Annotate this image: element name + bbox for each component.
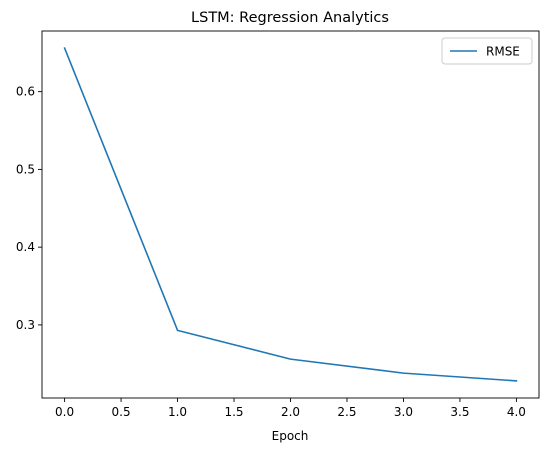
x-axis-label: Epoch [272,429,309,443]
x-tick-label: 0.0 [55,405,74,419]
legend-label-rmse: RMSE [486,45,520,59]
legend: RMSE [441,37,533,65]
series-line-rmse [63,47,518,382]
x-tick-label: 4.0 [507,405,526,419]
legend-box [441,37,533,65]
series-layer [63,47,518,382]
y-tick-label: 0.4 [16,240,35,254]
x-tick-label: 1.0 [168,405,187,419]
y-tick-label: 0.5 [16,162,35,176]
x-axis-ticks: 0.0 0.5 1.0 1.5 2.0 2.5 3.0 3.5 4.0 [55,398,526,419]
x-tick-label: 3.0 [394,405,413,419]
x-tick-label: 1.5 [224,405,243,419]
y-tick-label: 0.3 [16,318,35,332]
x-tick-label: 0.5 [112,405,131,419]
y-tick-label: 0.6 [16,85,35,99]
chart-title: LSTM: Regression Analytics [191,10,389,26]
y-axis-ticks: 0.3 0.4 0.5 0.6 [16,85,42,332]
x-tick-label: 3.5 [450,405,469,419]
x-tick-label: 2.5 [337,405,356,419]
plot-frame [41,30,540,399]
x-tick-label: 2.0 [281,405,300,419]
